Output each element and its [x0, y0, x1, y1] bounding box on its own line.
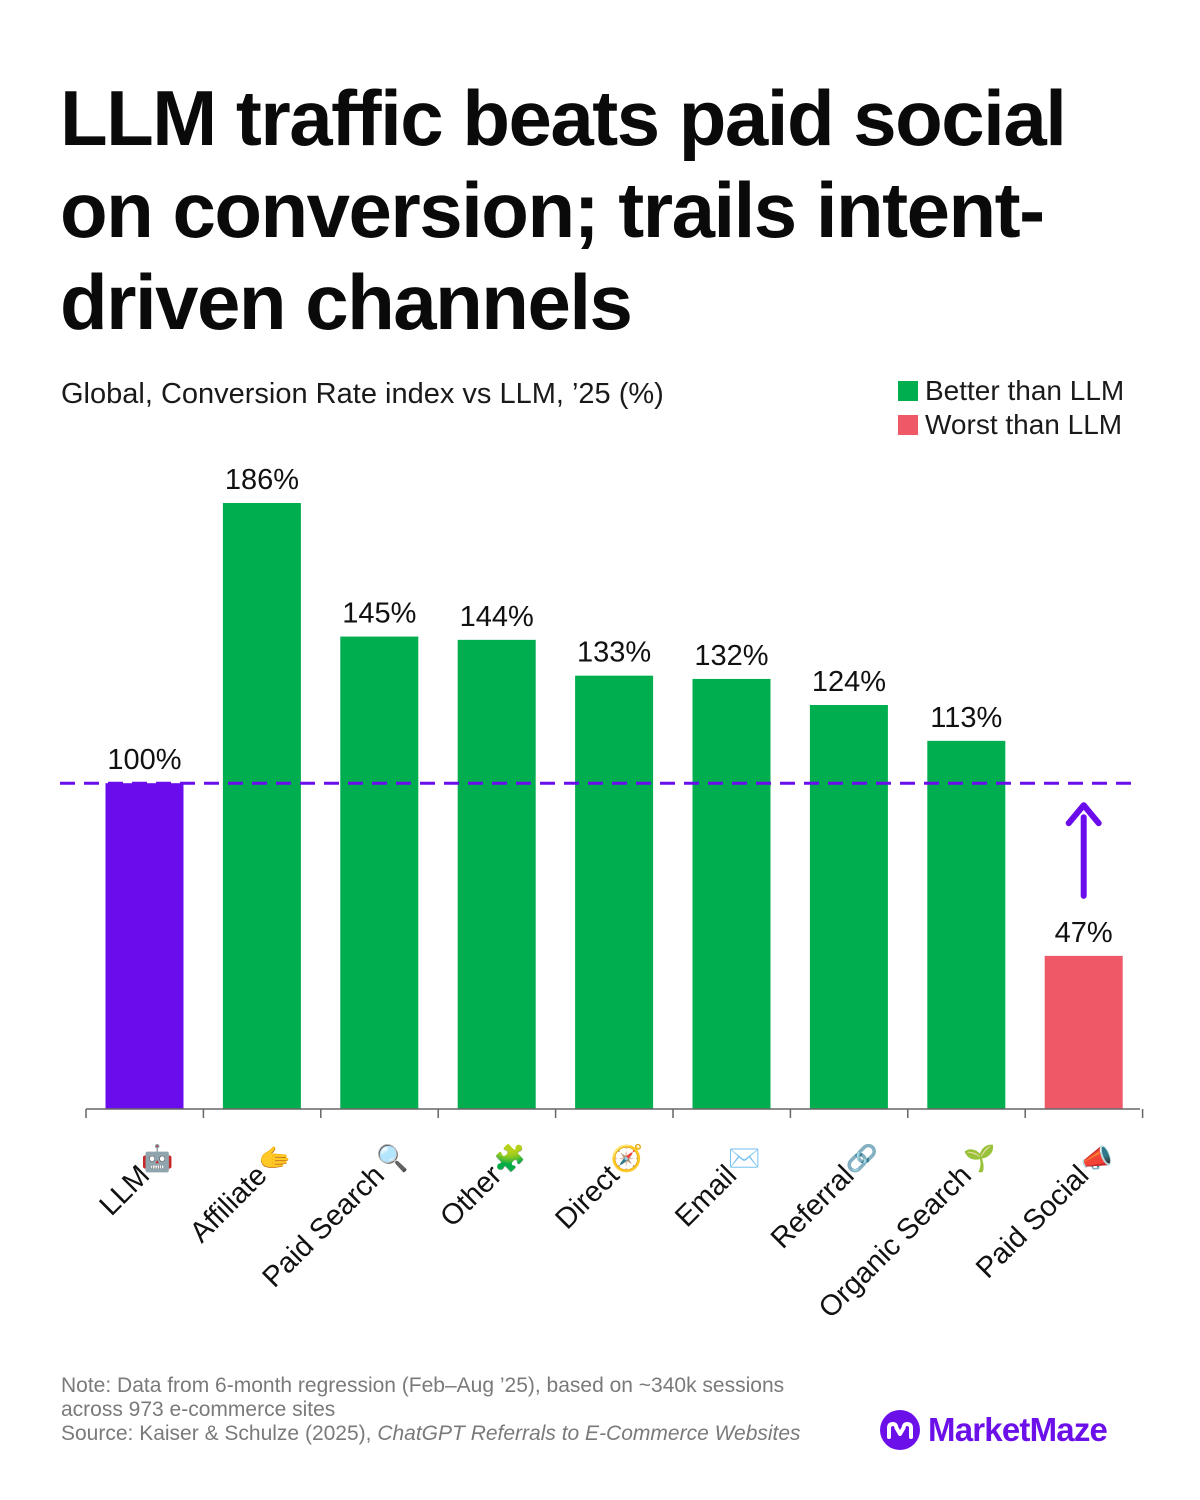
seedling-icon: 🌱	[963, 1143, 995, 1173]
value-label: 100%	[107, 744, 181, 776]
bar-direct	[575, 675, 654, 1109]
source-line: Source: Kaiser & Schulze (2025), ChatGPT…	[61, 1422, 881, 1446]
link-icon: 🔗	[846, 1142, 878, 1174]
legend: Better than LLM Worst than LLM	[898, 374, 1124, 442]
legend-label-better: Better than LLM	[925, 375, 1125, 406]
value-label: 186%	[225, 464, 299, 496]
value-label: 124%	[812, 666, 886, 698]
robot-icon: 🤖	[141, 1143, 173, 1173]
puzzle-icon: 🧩	[494, 1143, 526, 1173]
legend-swatch-worse	[898, 415, 918, 435]
footnote: Note: Data from 6-month regression (Feb–…	[61, 1374, 881, 1446]
category-label: Paid Social	[970, 1159, 1095, 1284]
legend-item-worse: Worst than LLM	[898, 408, 1124, 442]
value-label: 144%	[460, 601, 534, 633]
chart-title: LLM traffic beats paid social on convers…	[60, 74, 1067, 346]
handshake-icon: 🫱	[259, 1143, 291, 1173]
value-label: 133%	[577, 637, 651, 669]
source-prefix: Source: Kaiser & Schulze (2025),	[61, 1422, 378, 1445]
bar-organic-search	[927, 740, 1006, 1109]
compass-icon: 🧭	[611, 1143, 643, 1173]
value-label: 145%	[342, 598, 416, 630]
bar-email	[692, 678, 771, 1109]
brand-name: MarketMaze	[928, 1411, 1108, 1448]
category-label: Paid Search	[257, 1159, 391, 1293]
source-title: ChatGPT Referrals to E-Commerce Websites	[377, 1422, 801, 1445]
note-line-2: across 973 e-commerce sites	[61, 1398, 336, 1421]
improvement-arrow-head	[1065, 802, 1102, 827]
legend-swatch-better	[898, 381, 918, 401]
note-line-1: Note: Data from 6-month regression (Feb–…	[61, 1374, 785, 1397]
value-label: 47%	[1055, 917, 1113, 949]
brand: MarketMaze	[880, 1410, 1108, 1450]
bar-chart: 100%186%145% 144%133% 132%124%113%47%LLM🤖A…	[60, 464, 1144, 1325]
legend-label-worse: Worst than LLM	[925, 409, 1123, 440]
bar-paid-search	[340, 636, 419, 1109]
value-label: 132%	[694, 640, 768, 672]
bar-other	[457, 639, 536, 1109]
value-label: 113%	[930, 702, 1002, 734]
bar-affiliate	[222, 503, 301, 1109]
megaphone-icon: 📣	[1081, 1143, 1113, 1173]
chart-subtitle: Global, Conversion Rate index vs LLM, ’2…	[61, 378, 664, 410]
bar-paid-social	[1044, 955, 1123, 1109]
brand-logo-icon	[880, 1410, 920, 1450]
magnifier-icon: 🔍	[376, 1141, 408, 1173]
envelope-icon: ✉️	[728, 1143, 760, 1173]
bar-referral	[809, 705, 888, 1109]
category-label: Referral	[765, 1159, 861, 1255]
bar-llm	[105, 783, 184, 1109]
legend-item-better: Better than LLM	[898, 374, 1124, 408]
